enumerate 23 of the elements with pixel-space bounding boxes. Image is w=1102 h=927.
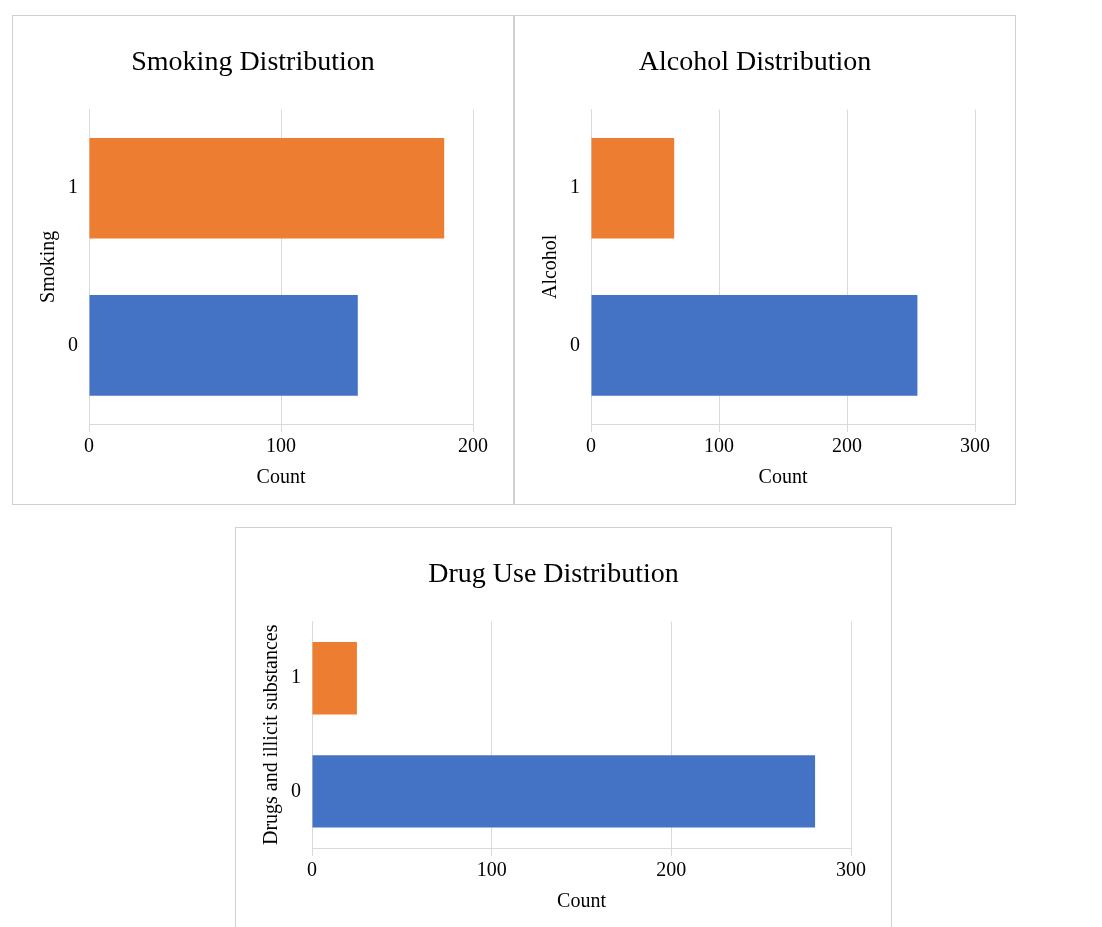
x-tick-label: 0 xyxy=(84,434,94,457)
x-tick-label: 300 xyxy=(836,858,866,881)
y-axis-title: Drugs and illicit substances xyxy=(259,624,283,846)
x-tick-label: 100 xyxy=(266,434,296,457)
y-tick-label: 1 xyxy=(570,175,580,198)
x-axis-title: Count xyxy=(758,465,808,488)
x-tick-label: 200 xyxy=(656,858,687,881)
x-tick-label: 200 xyxy=(458,434,488,457)
y-axis-title: Alcohol xyxy=(538,234,561,300)
y-axis-title: Smoking xyxy=(36,230,60,303)
y-tick-label: 1 xyxy=(291,665,301,688)
x-axis-title: Count xyxy=(557,889,607,912)
x-tick-label: 300 xyxy=(960,434,990,457)
chart-title: Drug Use Distribution xyxy=(428,557,679,589)
x-tick-label: 0 xyxy=(586,434,596,457)
chart-title: Smoking Distribution xyxy=(131,45,375,77)
y-tick-label: 1 xyxy=(68,175,78,198)
x-axis-title: Count xyxy=(256,465,306,488)
x-tick-label: 100 xyxy=(704,434,734,457)
x-tick-label: 0 xyxy=(307,858,317,881)
chart-title: Alcohol Distribution xyxy=(638,45,872,77)
x-tick-label: 100 xyxy=(476,858,507,881)
x-tick-label: 200 xyxy=(832,434,862,457)
